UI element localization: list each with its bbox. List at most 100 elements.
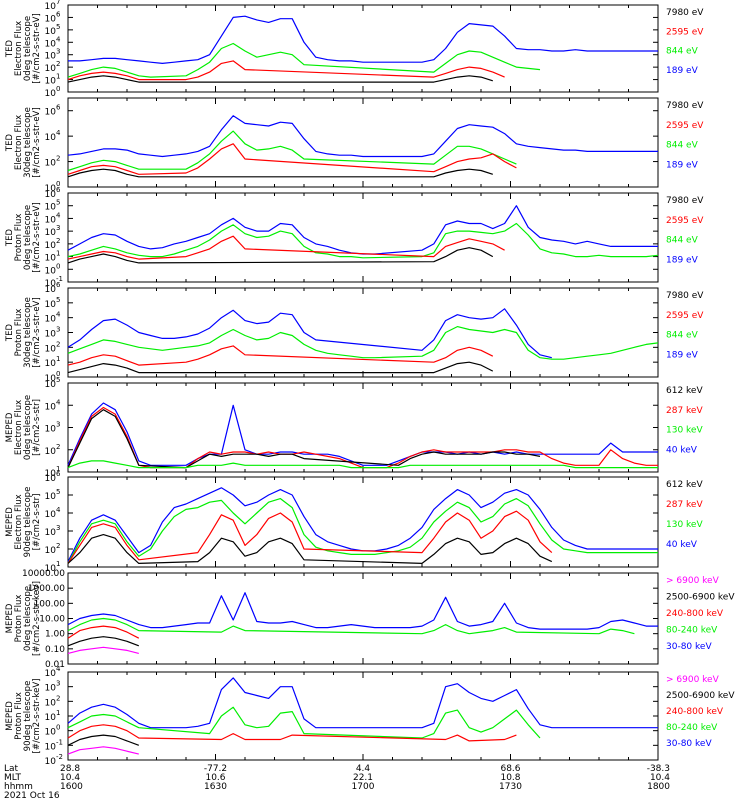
series-line [67,115,658,158]
series-line [67,235,505,260]
y-tick-label-exponent: 0 [56,180,60,188]
y-tick-label: 10 [45,254,57,264]
y-tick-label: 10 [45,757,57,767]
y-tick-label: 10 [45,279,57,289]
legend-label: 80-240 keV [666,626,718,636]
series-line [67,247,494,264]
y-tick-label: 10 [45,330,57,340]
y-tick-label-exponent: 3 [56,224,60,232]
y-tick-label-exponent: 1 [56,560,60,568]
y-axis-label: 90deg telescope [23,487,33,558]
y-axis-label: TED [5,323,15,342]
legend-label: > 6900 keV [666,576,720,586]
y-tick-label: 100.00 [34,599,66,609]
series-line [67,60,505,81]
y-tick-label-exponent: 0 [56,262,60,270]
legend-label: 287 keV [666,406,703,416]
legend-label: 7980 eV [666,196,704,206]
y-axis-label: Proton Flux [14,309,24,357]
series-line [67,636,140,647]
y-tick-label: 10 [45,52,57,62]
y-tick-label-exponent: 0 [56,370,60,378]
plot-frame [67,192,659,283]
legend-label: 240-800 keV [666,707,724,717]
y-tick-label-exponent: 6 [56,104,61,112]
x-tick-label: 68.6 [500,764,520,774]
y-tick-label-exponent: 5 [56,488,60,496]
legend-label: 844 eV [666,236,699,246]
y-axis-label: [#/cm2-s-str-keV] [32,581,42,656]
legend-label: 40 keV [666,445,698,455]
y-tick-label-exponent: 5 [56,376,60,384]
plot-frame [67,382,659,473]
series-line [67,130,517,172]
y-tick-label: 10 [45,39,57,49]
y-axis-label: [#/cm2-s-str-eV] [32,107,42,177]
y-tick-label: 10 [45,77,57,87]
y-tick-label-exponent: -1 [56,275,63,283]
y-tick-label-exponent: 2 [56,542,60,550]
y-tick-label: 10 [45,698,57,708]
y-axis-label: 0deg telescope [23,395,33,460]
legend-label: 287 keV [666,500,703,510]
y-tick-label-exponent: 5 [56,199,60,207]
date-label: 2021 Oct 16 [4,791,60,800]
legend-label: 844 eV [666,331,699,341]
y-tick-label: 10 [45,64,57,74]
y-axis-label: TED [5,133,15,152]
y-tick-label: 10 [45,510,57,520]
series-line [67,361,494,374]
y-tick-label-exponent: 6 [56,10,61,18]
y-tick-label-exponent: 5 [56,23,60,31]
y-tick-label: 10 [45,215,57,225]
x-tick-label: 10.4 [60,773,80,783]
y-tick-label-exponent: 1 [56,250,60,258]
y-axis-label: MEPED [5,412,15,442]
series-line [67,646,139,654]
y-tick-label-exponent: 6 [56,186,61,194]
series-line [67,677,658,729]
y-tick-label: 10 [45,742,57,752]
y-tick-label-exponent: 5 [56,296,60,304]
legend-label: 189 eV [666,66,699,76]
y-tick-label-exponent: 2 [56,340,60,348]
series-line [67,460,658,469]
y-tick-label: 10 [45,190,57,200]
x-axis-row-name: hhmm [4,782,33,792]
y-tick-label: 10 [45,2,57,12]
series-line [67,406,658,469]
series-line [67,533,553,565]
legend-label: 844 eV [666,141,699,151]
y-tick-label: 10 [45,241,57,251]
y-tick-label-exponent: -2 [56,753,63,761]
y-axis-label: Proton Flux [14,692,24,740]
y-axis-label: 30deg telescope [23,107,33,178]
y-axis-label: 0deg telescope [23,586,33,651]
y-tick-label-exponent: 2 [56,155,60,163]
series-line [67,168,493,178]
y-tick-label-exponent: 2 [56,443,60,451]
legend-label: 80-240 keV [666,723,718,733]
x-tick-label: 10.6 [205,773,225,783]
y-tick-label: 0.01 [45,660,65,670]
y-tick-label-exponent: 4 [56,665,61,673]
y-tick-label: 10 [45,425,57,435]
y-tick-label-exponent: 3 [56,48,60,56]
legend-label: 30-80 keV [666,739,712,749]
y-axis-label: Electron Flux [14,115,24,170]
series-line [67,724,517,742]
y-axis-label: [#/cm2-s-str] [32,494,42,551]
series-line [67,75,493,83]
series-line [67,592,658,630]
x-tick-label: 1630 [204,782,227,792]
y-tick-label: 0.10 [45,645,65,655]
y-axis-label: Electron Flux [14,400,24,455]
legend-label: 130 keV [666,426,703,436]
y-axis-label: 0deg telescope [23,205,33,270]
plot-frame [67,476,659,568]
y-tick-label: 10 [45,669,57,679]
y-tick-label: 10 [45,228,57,238]
y-axis-label: [#/cm2-s-str] [32,399,42,456]
